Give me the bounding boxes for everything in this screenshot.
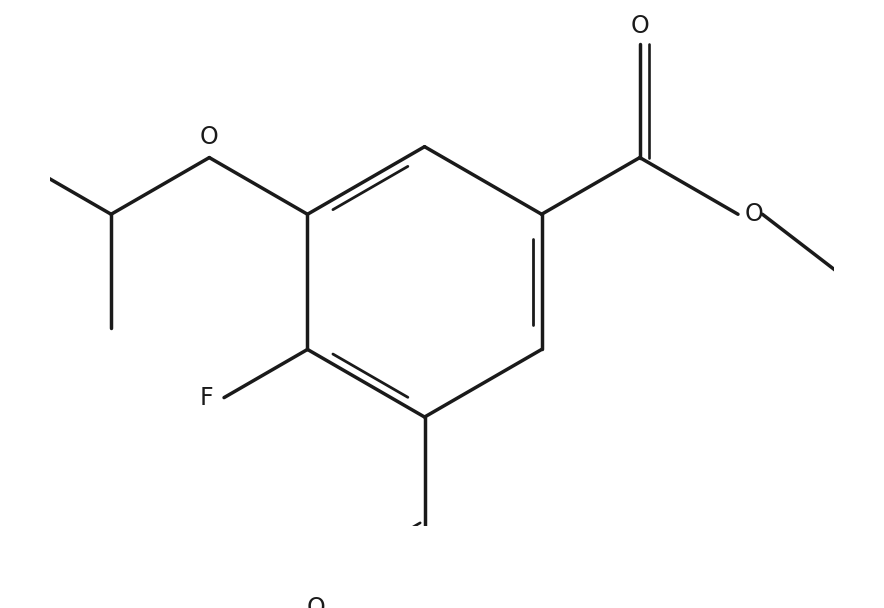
Text: F: F	[200, 385, 213, 410]
Text: O: O	[200, 125, 218, 149]
Text: O: O	[630, 14, 649, 38]
Text: O: O	[307, 596, 325, 608]
Text: O: O	[744, 202, 763, 226]
